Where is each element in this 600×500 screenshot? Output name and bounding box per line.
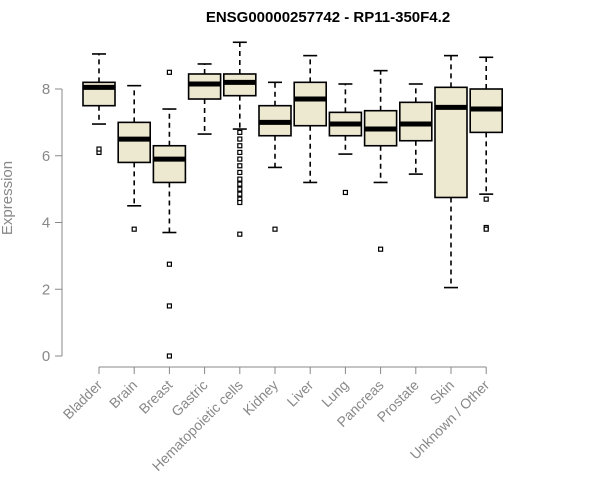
box-group (293, 54, 328, 184)
outlier-point (378, 246, 384, 252)
outlier-point (237, 136, 243, 142)
outlier-point (166, 353, 172, 359)
outlier-point (483, 196, 489, 202)
box-group (469, 56, 504, 232)
iqr-box (434, 86, 468, 199)
box-group (187, 63, 222, 135)
iqr-box (152, 144, 187, 184)
outlier-point (166, 69, 172, 75)
y-tick-label: 8 (42, 81, 50, 98)
box-group (398, 83, 433, 175)
box-group (258, 81, 292, 232)
box-group (434, 54, 468, 289)
x-tick-label: Liver (284, 377, 317, 410)
box-group (82, 53, 116, 156)
x-tick-label: Bladder (60, 377, 106, 423)
boxes-group (82, 41, 504, 359)
y-tick-label: 0 (42, 348, 50, 365)
iqr-box (293, 81, 328, 127)
outlier-point (483, 226, 489, 232)
chart-title: ENSG00000257742 - RP11-350F4.2 (206, 9, 450, 26)
outlier-point (237, 176, 243, 182)
outlier-point (237, 169, 243, 176)
x-tick-label: Kidney (240, 377, 282, 419)
y-tick-label: 4 (42, 215, 50, 232)
outlier-point (96, 146, 102, 152)
outlier-point (237, 181, 243, 187)
box-group (328, 83, 363, 196)
box-group (223, 41, 257, 237)
outlier-point (131, 226, 137, 232)
outlier-point (166, 261, 172, 267)
iqr-box (187, 73, 222, 100)
x-tick-label: Skin (427, 377, 458, 408)
iqr-box (223, 73, 257, 97)
box-group (363, 69, 398, 252)
outlier-point (237, 199, 243, 206)
y-tick-label: 2 (42, 281, 50, 298)
iqr-box (117, 121, 151, 164)
outlier-point (237, 143, 243, 149)
y-axis-label: Expression (0, 161, 16, 235)
outlier-point (166, 303, 172, 309)
outlier-point (272, 226, 278, 232)
outlier-point (237, 149, 243, 156)
outlier-point (237, 231, 243, 237)
y-tick-label: 6 (42, 148, 50, 165)
y-axis: 0 2 4 6 8 (42, 81, 63, 365)
outlier-point (237, 191, 243, 197)
outlier-point (237, 186, 243, 192)
iqr-box (398, 101, 433, 142)
box-group (152, 69, 187, 359)
outlier-point (237, 163, 243, 169)
outlier-point (237, 156, 243, 162)
outlier-point (342, 189, 348, 196)
outlier-point (237, 129, 243, 135)
box-group (117, 84, 151, 232)
